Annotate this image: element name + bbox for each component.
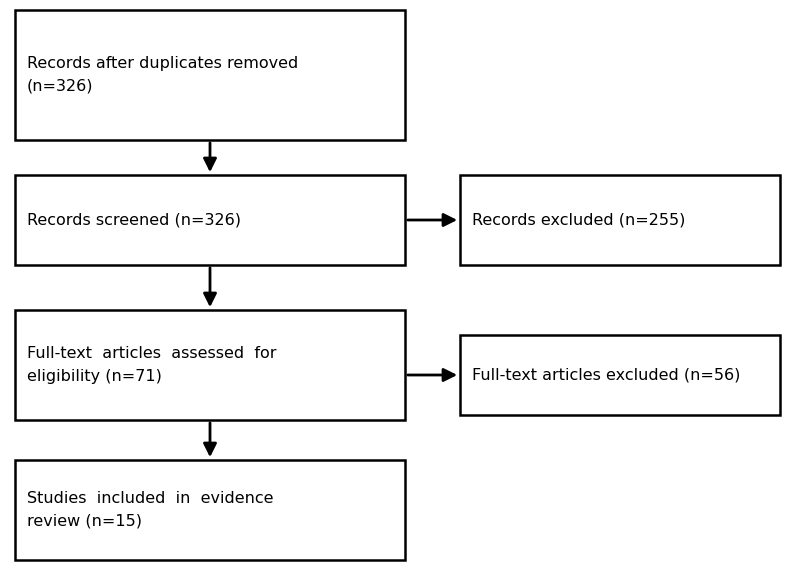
Bar	[15, 310, 405, 420]
Text: Studies  included  in  evidence
review (n=15): Studies included in evidence review (n=1…	[27, 491, 274, 529]
Text: Full-text articles excluded (n=56): Full-text articles excluded (n=56)	[472, 368, 740, 383]
Text: Full-text  articles  assessed  for
eligibility (n=71): Full-text articles assessed for eligibil…	[27, 346, 277, 384]
Text: Records after duplicates removed
(n=326): Records after duplicates removed (n=326)	[27, 57, 298, 94]
Bar	[460, 335, 780, 415]
Bar	[460, 175, 780, 265]
Bar	[15, 175, 405, 265]
Bar	[15, 460, 405, 560]
Text: Records excluded (n=255): Records excluded (n=255)	[472, 213, 686, 228]
Bar	[15, 10, 405, 140]
Text: Records screened (n=326): Records screened (n=326)	[27, 213, 241, 228]
